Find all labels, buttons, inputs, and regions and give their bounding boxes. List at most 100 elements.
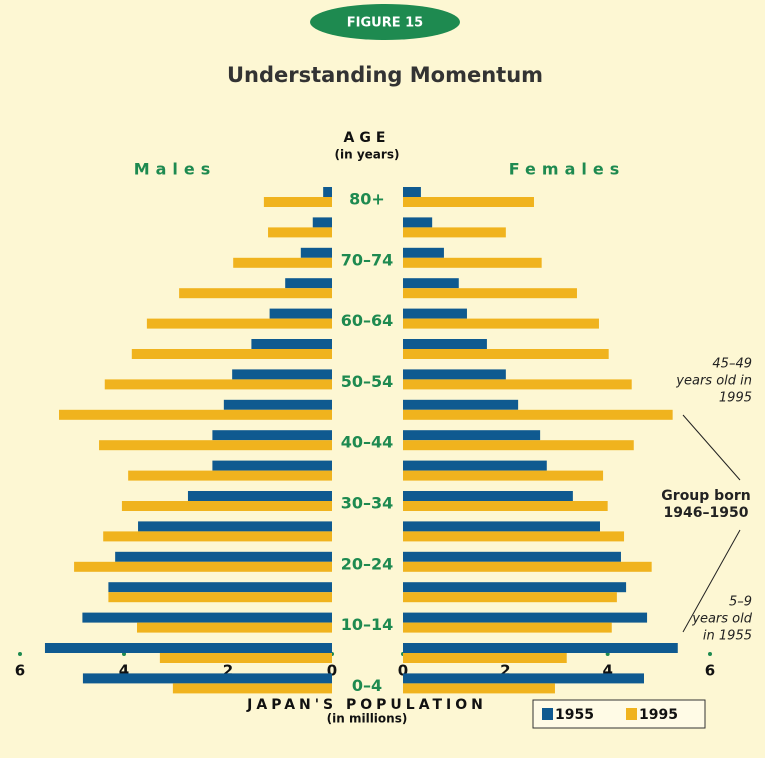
legend-label: 1995 <box>639 707 678 723</box>
legend-swatch <box>626 708 637 720</box>
annotation-line <box>682 414 741 481</box>
x-tick-label: 2 <box>500 662 510 680</box>
x-tick-label: 6 <box>705 662 715 680</box>
bar <box>99 440 332 451</box>
bar <box>159 653 332 663</box>
bar <box>323 187 332 197</box>
bar <box>403 308 467 319</box>
bar <box>403 339 487 349</box>
age-label: 60–64 <box>341 311 394 330</box>
figure-badge <box>310 4 460 40</box>
bar <box>131 349 332 359</box>
x-tick-label: 0 <box>398 662 408 680</box>
bar <box>179 288 332 299</box>
annotation: in 1955 <box>703 629 752 644</box>
tick-dot <box>708 652 712 656</box>
annotation: 5–9 <box>729 595 752 610</box>
bar <box>403 683 555 694</box>
age-label: 50–54 <box>341 372 394 391</box>
y-axis-label: AGE <box>344 130 391 146</box>
bar <box>138 521 332 532</box>
chart-title: Understanding Momentum <box>227 63 543 87</box>
bar <box>403 622 612 633</box>
figure-label: FIGURE 15 <box>347 16 423 31</box>
bar <box>233 257 332 268</box>
bar <box>403 460 547 471</box>
annotation: 45–49 <box>712 357 752 372</box>
x-axis-sublabel: (in millions) <box>327 712 408 726</box>
bar <box>403 491 573 501</box>
bar <box>403 217 433 228</box>
bar <box>187 491 332 501</box>
bar <box>269 308 332 319</box>
bar <box>403 521 600 532</box>
x-tick-label: 4 <box>602 662 612 680</box>
bar <box>403 247 444 258</box>
bar <box>403 369 506 380</box>
bar <box>403 288 577 299</box>
bar <box>268 227 332 238</box>
age-label: 30–34 <box>341 494 394 513</box>
bar <box>108 582 333 593</box>
bar <box>403 187 421 197</box>
bar <box>403 227 506 238</box>
group-label: Females <box>509 160 625 179</box>
legend-swatch <box>542 708 553 720</box>
bar <box>82 673 332 684</box>
age-label: 10–14 <box>341 615 394 634</box>
tick-dot <box>18 652 22 656</box>
bar <box>403 531 625 542</box>
bar <box>74 561 332 572</box>
bar <box>285 278 332 289</box>
bar <box>212 460 332 471</box>
bar <box>403 409 673 420</box>
age-label: 0–4 <box>352 676 382 695</box>
bar <box>137 622 332 633</box>
age-label: 80+ <box>349 190 385 209</box>
bar <box>108 592 333 603</box>
bar <box>403 440 634 451</box>
bar <box>104 379 332 390</box>
legend-label: 1955 <box>555 707 594 723</box>
group-label: Males <box>134 160 217 179</box>
bar <box>403 470 604 481</box>
y-axis-sublabel: (in years) <box>335 148 400 162</box>
annotation: years old <box>691 612 752 627</box>
bar <box>403 501 608 511</box>
x-tick-label: 4 <box>119 662 129 680</box>
annotation: years old in <box>675 374 752 389</box>
bar <box>403 399 519 410</box>
bar <box>403 379 632 390</box>
annotation-line <box>682 529 741 633</box>
bar <box>403 349 609 359</box>
bar <box>232 369 332 380</box>
x-tick-label: 0 <box>327 662 337 680</box>
annotation: 1995 <box>719 391 752 406</box>
bar <box>403 612 648 623</box>
bar <box>403 561 652 572</box>
bar <box>403 653 567 663</box>
x-tick-label: 6 <box>15 662 25 680</box>
bar <box>300 247 332 258</box>
bar <box>251 339 332 349</box>
bar <box>223 399 332 410</box>
bar <box>59 409 332 420</box>
bar <box>403 430 541 441</box>
bar <box>115 551 332 562</box>
age-label: 20–24 <box>341 554 394 573</box>
x-tick-label: 2 <box>223 662 233 680</box>
bar <box>403 278 459 289</box>
bar <box>103 531 332 542</box>
bar <box>128 470 332 481</box>
bar <box>403 592 617 603</box>
bar <box>403 551 621 562</box>
bar <box>403 318 599 329</box>
bar <box>146 318 332 329</box>
bar <box>212 430 332 441</box>
bar <box>82 612 333 623</box>
bar <box>403 257 542 268</box>
annotation: 1946–1950 <box>664 505 749 521</box>
bar <box>172 683 332 694</box>
bar <box>44 643 333 653</box>
